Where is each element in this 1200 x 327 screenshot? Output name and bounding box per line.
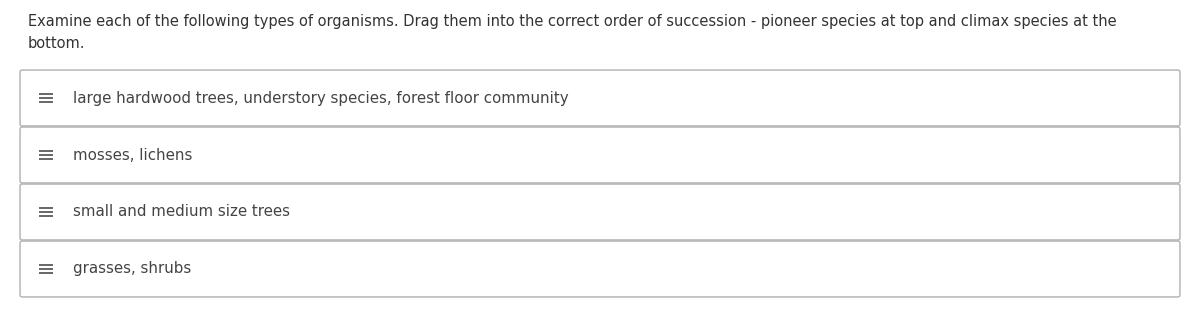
Text: grasses, shrubs: grasses, shrubs bbox=[73, 262, 191, 277]
FancyBboxPatch shape bbox=[20, 70, 1180, 126]
Text: large hardwood trees, understory species, forest floor community: large hardwood trees, understory species… bbox=[73, 91, 569, 106]
FancyBboxPatch shape bbox=[20, 127, 1180, 183]
FancyBboxPatch shape bbox=[20, 184, 1180, 240]
FancyBboxPatch shape bbox=[20, 241, 1180, 297]
Text: mosses, lichens: mosses, lichens bbox=[73, 147, 192, 163]
Text: small and medium size trees: small and medium size trees bbox=[73, 204, 290, 219]
Text: Examine each of the following types of organisms. Drag them into the correct ord: Examine each of the following types of o… bbox=[28, 14, 1117, 51]
